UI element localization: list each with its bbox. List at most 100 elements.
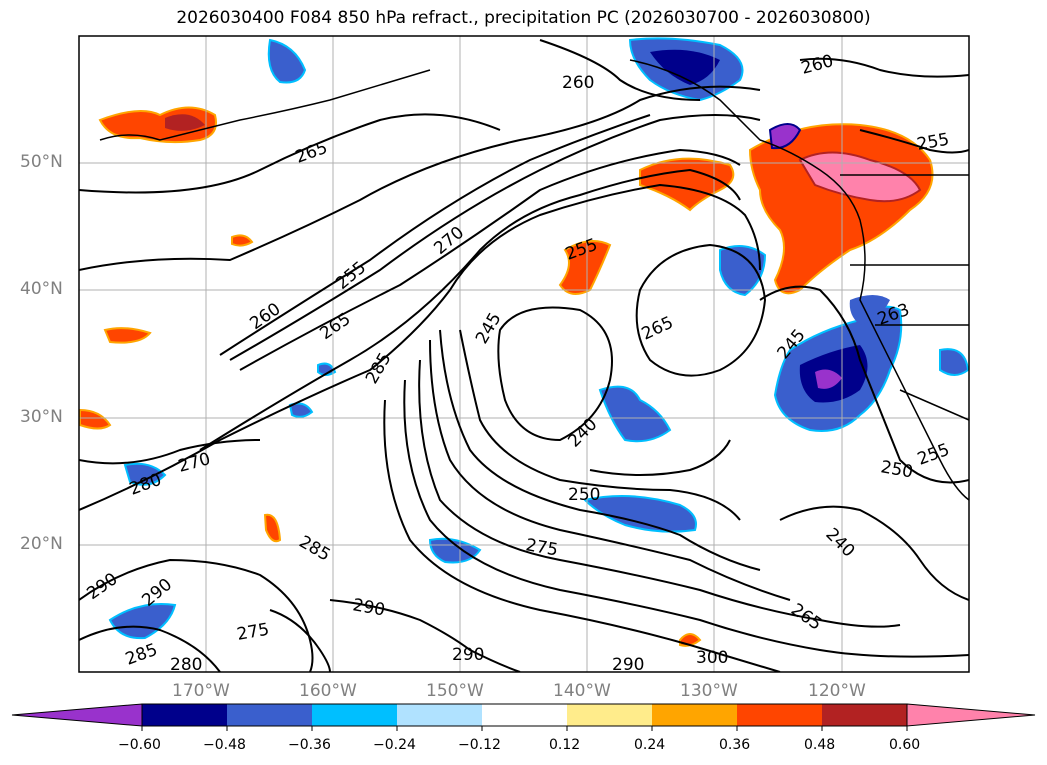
- contour-label: 260: [562, 73, 594, 93]
- contour-line: [439, 329, 761, 571]
- colorbar-tick-label: −0.12: [458, 737, 501, 753]
- contour-label: 290: [452, 645, 484, 665]
- lat-label-30n: 30°N: [20, 407, 63, 427]
- contour-label: 240: [821, 524, 858, 561]
- colorbar-tick-label: −0.60: [118, 737, 161, 753]
- contour-label: 265: [316, 309, 354, 344]
- lat-label-20n: 20°N: [20, 534, 63, 554]
- lat-label-40n: 40°N: [20, 279, 63, 299]
- contour-line: [79, 439, 261, 465]
- contour-line: [79, 113, 501, 194]
- contour-line: [229, 114, 761, 361]
- positive-field: [639, 157, 735, 212]
- colorbar: [11, 703, 1036, 731]
- contour-line: [329, 599, 521, 672]
- contour-label: 265: [787, 600, 825, 635]
- negative-field: [583, 495, 697, 533]
- colorbar-bin: [482, 704, 567, 726]
- coastline: [899, 389, 969, 421]
- contour-line: [859, 129, 969, 154]
- contour-line: [779, 505, 969, 601]
- contour-label: 270: [176, 449, 213, 477]
- colorbar-bin: [652, 704, 737, 726]
- contour-label: 285: [362, 349, 396, 387]
- contour-line: [429, 339, 791, 601]
- lon-label-120w: 120°W: [808, 681, 866, 701]
- negative-field: [650, 49, 720, 85]
- positive-field: [263, 513, 282, 543]
- lat-label-50n: 50°N: [20, 152, 63, 172]
- contour-label: 260: [246, 299, 284, 334]
- negative-field: [939, 348, 969, 376]
- contour-line: [635, 243, 767, 377]
- colorbar-tick-label: 0.48: [804, 737, 836, 753]
- contour-line: [539, 39, 701, 101]
- contour-line: [269, 609, 331, 672]
- contour-label: 275: [524, 535, 559, 560]
- colorbar-tick-label: 0.12: [549, 737, 581, 753]
- contour-label: 285: [123, 640, 160, 670]
- map-title: 2026030400 F084 850 hPa refract., precip…: [176, 8, 871, 28]
- positive-field: [165, 114, 205, 131]
- positive-field: [748, 123, 934, 295]
- negative-field: [428, 537, 482, 564]
- refractivity-contours: [79, 39, 969, 672]
- contour-line: [199, 168, 741, 451]
- colorbar-bin: [822, 704, 907, 726]
- colorbar-bin: [397, 704, 482, 726]
- colorbar-bin: [142, 704, 227, 726]
- precip-field: [79, 37, 969, 647]
- colorbar-bin: [227, 704, 312, 726]
- contour-label: 275: [235, 620, 270, 645]
- contour-label: 290: [612, 655, 644, 675]
- positive-field: [79, 408, 112, 430]
- lon-label-170w: 170°W: [172, 681, 230, 701]
- contour-line: [759, 285, 969, 484]
- contour-line: [459, 329, 741, 521]
- contour-label: 270: [430, 223, 468, 259]
- negative-field: [815, 369, 842, 389]
- contour-line: [79, 183, 761, 511]
- contour-label: 290: [351, 595, 386, 620]
- lon-label-140w: 140°W: [553, 681, 611, 701]
- colorbar-tick-label: 0.60: [889, 737, 921, 753]
- contour-label: 300: [696, 648, 728, 668]
- contour-label: 255: [915, 440, 952, 470]
- contour-label: 255: [915, 130, 950, 155]
- contour-label: 265: [639, 313, 677, 345]
- negative-field: [288, 402, 314, 418]
- negative-field: [267, 38, 307, 84]
- coastlines: [99, 59, 969, 501]
- colorbar-bin: [312, 704, 397, 726]
- contour-label: 280: [170, 655, 202, 675]
- negative-field: [719, 245, 767, 297]
- lon-label-160w: 160°W: [299, 681, 357, 701]
- contour-line: [799, 57, 969, 78]
- contour-line: [497, 306, 613, 442]
- contour-line: [589, 439, 731, 476]
- colorbar-bin: [567, 704, 652, 726]
- contour-label: 250: [568, 485, 600, 505]
- coastline: [629, 59, 969, 501]
- coastline: [99, 69, 431, 141]
- colorbar-tick-label: −0.24: [373, 737, 416, 753]
- colorbar-extend-low: [11, 703, 143, 727]
- colorbar-tick-label: 0.36: [719, 737, 751, 753]
- lon-label-130w: 130°W: [680, 681, 738, 701]
- map-frame: [78, 35, 970, 673]
- contour-label: 290: [83, 569, 121, 604]
- contour-line: [239, 148, 741, 371]
- colorbar-tick-label: −0.48: [203, 737, 246, 753]
- contour-line: [418, 359, 901, 628]
- contour-line: [403, 379, 969, 658]
- colorbar-tick-label: 0.24: [634, 737, 666, 753]
- colorbar-tick-label: −0.36: [288, 737, 331, 753]
- contour-label: 260: [799, 51, 836, 79]
- colorbar-outline: [141, 703, 908, 727]
- contour-label: 250: [879, 457, 914, 482]
- contour-line: [219, 114, 651, 356]
- colorbar-bin: [737, 704, 822, 726]
- contour-label: 240: [564, 414, 601, 451]
- colorbar-extend-high: [906, 703, 1036, 727]
